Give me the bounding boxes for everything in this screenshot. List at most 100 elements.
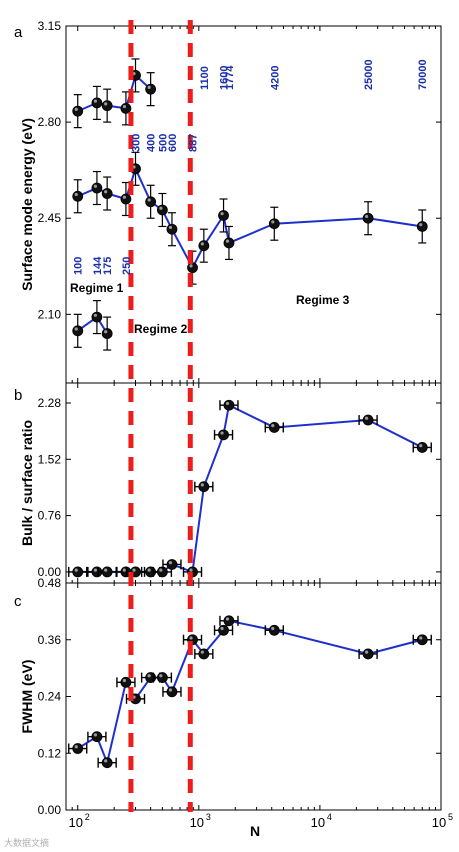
data-point: [199, 649, 209, 659]
data-point-highlight: [104, 102, 107, 105]
data-point: [167, 224, 177, 234]
data-point-highlight: [226, 240, 229, 243]
data-point: [73, 326, 83, 336]
x-tick-label-base: 10: [190, 815, 204, 830]
data-point: [73, 744, 83, 754]
size-annotation: 100: [73, 257, 85, 275]
data-point-highlight: [148, 86, 151, 89]
data-point: [417, 442, 427, 452]
data-point: [157, 205, 167, 215]
data-point-highlight: [365, 651, 368, 654]
data-point: [92, 183, 102, 193]
plot-frame-a: [66, 26, 441, 383]
data-point: [102, 329, 112, 339]
data-point: [219, 210, 229, 220]
data-point: [157, 673, 167, 683]
data-point: [146, 84, 156, 94]
data-point-highlight: [132, 568, 135, 571]
y-tick-label: 0.00: [38, 803, 62, 817]
data-point: [102, 567, 112, 577]
data-point: [269, 625, 279, 635]
data-point: [224, 238, 234, 248]
data-point: [224, 400, 234, 410]
data-point: [167, 687, 177, 697]
data-point-highlight: [189, 568, 192, 571]
data-point: [102, 101, 112, 111]
data-point: [92, 312, 102, 322]
data-point-highlight: [159, 207, 162, 210]
size-annotation: 70000: [417, 59, 429, 90]
data-point-highlight: [419, 636, 422, 639]
regime-label: Regime 2: [134, 322, 188, 336]
data-point: [417, 221, 427, 231]
data-point-highlight: [365, 215, 368, 218]
data-point-highlight: [169, 561, 172, 564]
data-point-highlight: [75, 327, 78, 330]
data-point: [363, 415, 373, 425]
data-point: [73, 567, 83, 577]
data-point-highlight: [189, 264, 192, 267]
data-point-highlight: [159, 674, 162, 677]
data-point-highlight: [148, 674, 151, 677]
data-point: [219, 430, 229, 440]
data-point-highlight: [75, 193, 78, 196]
y-axis-label: Surface mode energy (eV): [19, 118, 35, 291]
y-tick-label: 2.28: [38, 396, 62, 410]
data-point: [219, 625, 229, 635]
data-point: [92, 98, 102, 108]
size-annotation: 250: [121, 257, 133, 275]
y-tick-label: 0.36: [38, 633, 62, 647]
panel-label-b: b: [14, 387, 22, 404]
x-tick-label-base: 10: [432, 815, 446, 830]
y-tick-label: 2.80: [38, 115, 62, 129]
x-tick-label-base: 10: [311, 815, 325, 830]
y-tick-label: 2.45: [38, 211, 62, 225]
x-tick-label-base: 10: [69, 815, 83, 830]
plot-frame-b: [66, 383, 441, 583]
data-point: [363, 649, 373, 659]
data-point: [188, 263, 198, 273]
data-point-highlight: [104, 568, 107, 571]
data-point-highlight: [226, 402, 229, 405]
data-point-highlight: [271, 424, 274, 427]
size-annotation: 887: [188, 134, 200, 152]
data-point-highlight: [271, 220, 274, 223]
size-annotation: 175: [102, 257, 114, 275]
y-tick-label: 3.15: [38, 19, 62, 33]
y-tick-label: 2.10: [38, 307, 62, 321]
data-point-highlight: [148, 198, 151, 201]
data-point-highlight: [365, 417, 368, 420]
data-point-highlight: [75, 108, 78, 111]
y-axis-label: Bulk / surface ratio: [19, 420, 35, 546]
watermark: 大数据文摘: [4, 837, 49, 848]
data-point-highlight: [123, 568, 126, 571]
x-tick-label-exponent: 2: [85, 812, 90, 822]
size-annotation: 25000: [363, 59, 375, 90]
y-axis-label: FWHM (eV): [19, 660, 35, 734]
x-tick-label-exponent: 3: [206, 812, 211, 822]
data-point: [199, 482, 209, 492]
regime-label: Regime 3: [296, 293, 350, 307]
size-annotation: 600: [167, 134, 179, 152]
data-point-highlight: [104, 190, 107, 193]
data-point: [121, 194, 131, 204]
x-tick-label-exponent: 5: [448, 812, 453, 822]
y-tick-label: 0.24: [38, 690, 62, 704]
data-point-highlight: [94, 733, 97, 736]
size-annotation: 1100: [199, 66, 211, 90]
y-tick-label: 0.76: [38, 509, 62, 523]
data-point: [167, 559, 177, 569]
data-point-highlight: [94, 568, 97, 571]
data-point-highlight: [75, 745, 78, 748]
series-line-a-0: [78, 75, 151, 111]
data-point: [73, 106, 83, 116]
data-point: [102, 758, 112, 768]
data-point-highlight: [94, 314, 97, 317]
data-point-highlight: [419, 223, 422, 226]
size-annotation: 1774: [224, 65, 236, 90]
x-axis-label: N: [250, 823, 260, 839]
data-point: [417, 635, 427, 645]
size-annotation: 4200: [269, 66, 281, 90]
data-point: [363, 213, 373, 223]
y-tick-label: 0.48: [38, 576, 62, 590]
